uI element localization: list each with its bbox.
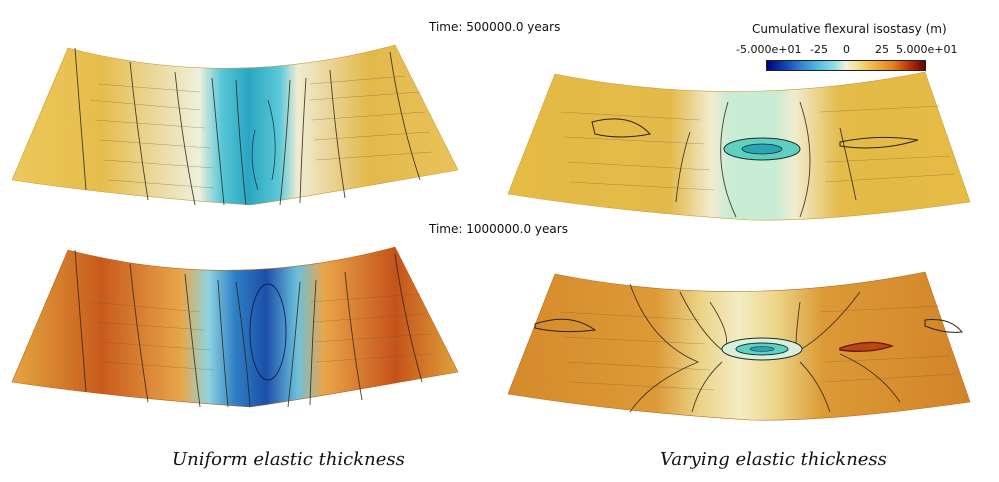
colorbar-tick-label: -25 [810, 43, 828, 56]
caption-varying: Varying elastic thickness [660, 449, 887, 470]
surface-panel-varying-1000k [507, 271, 971, 421]
surface-panel-varying-500k [507, 71, 971, 221]
time-label-top: Time: 500000.0 years [429, 20, 561, 34]
colorbar-title: Cumulative flexural isostasy (m) [752, 22, 947, 36]
surface [11, 246, 459, 408]
colorbar-gradient [766, 60, 926, 71]
colorbar-tick-label: -5.000e+01 [736, 43, 802, 56]
colorbar-tick-label: 5.000e+01 [896, 43, 958, 56]
surface-panel-uniform-500k [11, 44, 459, 206]
colorbar-legend: Cumulative flexural isostasy (m) -5.000e… [730, 22, 957, 74]
colorbar-tick-label: 0 [843, 43, 850, 56]
caption-uniform: Uniform elastic thickness [172, 449, 405, 470]
surface [11, 44, 459, 206]
colorbar-tick-label: 25 [875, 43, 889, 56]
surface-panel-uniform-1000k [11, 246, 459, 408]
time-label-bottom: Time: 1000000.0 years [429, 222, 568, 236]
